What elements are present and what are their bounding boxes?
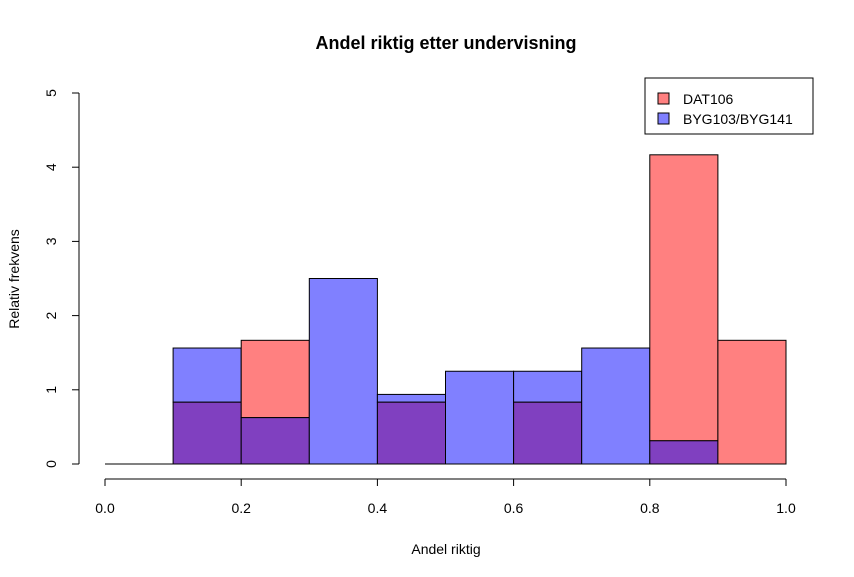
x-tick-label-3: 0.6 (504, 500, 524, 516)
bar-overlap-8 (649, 440, 719, 465)
chart-title: Andel riktig etter undervisning (315, 33, 576, 53)
bar-overlap-4 (376, 401, 446, 465)
y-tick-label-0: 0 (43, 460, 59, 468)
y-tick-label-3: 3 (43, 237, 59, 245)
bar-top-5 (445, 370, 515, 465)
legend: DAT106 BYG103/BYG141 (644, 77, 814, 135)
y-tick-label-2: 2 (43, 311, 59, 319)
x-tick-label-5: 1.0 (776, 500, 796, 516)
x-tick-label-4: 0.8 (640, 500, 660, 516)
x-tick-label-0: 0.0 (95, 500, 115, 516)
legend-swatch-0 (657, 92, 670, 105)
x-tick-label-1: 0.2 (231, 500, 251, 516)
bar-overlap-2 (240, 417, 310, 465)
legend-swatch-1 (657, 112, 670, 125)
y-tick-label-1: 1 (43, 386, 59, 394)
bar-top-2 (240, 339, 310, 419)
y-tick-label-5: 5 (43, 89, 59, 97)
bar-top-4 (376, 393, 446, 403)
legend-label-0: DAT106 (683, 91, 734, 107)
bar-top-9 (717, 339, 787, 465)
y-tick-label-4: 4 (43, 163, 59, 171)
bar-top-6 (513, 370, 583, 403)
x-axis: 0.0 0.2 0.4 0.6 0.8 1.0 (95, 478, 796, 516)
bar-top-3 (308, 278, 378, 465)
bar-top-8 (649, 154, 719, 442)
x-tick-label-2: 0.4 (368, 500, 388, 516)
y-axis-label: Relativ frekvens (6, 229, 22, 329)
y-axis: 0 1 2 3 4 5 (43, 89, 80, 468)
bar-top-1 (172, 347, 242, 403)
legend-box (644, 77, 814, 135)
x-axis-label: Andel riktig (411, 541, 480, 557)
bars-group (105, 154, 787, 465)
bar-top-7 (581, 347, 651, 465)
bar-overlap-1 (172, 401, 242, 465)
bar-overlap-6 (513, 401, 583, 465)
legend-label-1: BYG103/BYG141 (683, 111, 793, 127)
